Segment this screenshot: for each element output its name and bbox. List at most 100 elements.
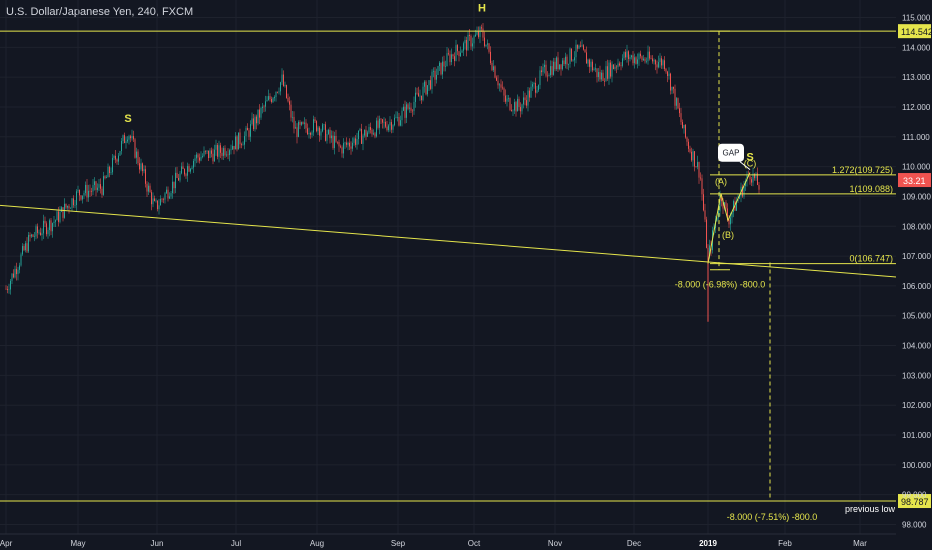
candle-body bbox=[286, 85, 287, 98]
candle-body bbox=[671, 86, 673, 91]
candle-body bbox=[158, 205, 160, 210]
candle-body bbox=[628, 51, 629, 60]
candle-body bbox=[200, 156, 202, 161]
candle-body bbox=[661, 58, 662, 66]
pattern-label: (A) bbox=[715, 177, 727, 187]
candle-body bbox=[634, 57, 635, 64]
candle-body bbox=[233, 145, 235, 150]
candle-body bbox=[56, 211, 58, 221]
candle-body bbox=[250, 124, 251, 137]
candle-body bbox=[605, 66, 607, 82]
y-tick-label: 114.000 bbox=[902, 43, 931, 52]
candle-body bbox=[5, 288, 7, 290]
candle-body bbox=[140, 163, 142, 170]
candle-body bbox=[476, 31, 478, 35]
candle-body bbox=[271, 99, 272, 102]
candle-body bbox=[386, 126, 388, 131]
candle-body bbox=[211, 150, 212, 154]
candle-body bbox=[709, 245, 710, 256]
candle-body bbox=[427, 85, 428, 95]
candle-body bbox=[626, 51, 628, 58]
candle-body bbox=[692, 151, 694, 161]
candle-body bbox=[326, 133, 328, 141]
candle-body bbox=[100, 184, 101, 189]
candle-body bbox=[175, 172, 176, 189]
candle-body bbox=[430, 80, 431, 89]
candle-body bbox=[460, 52, 461, 57]
candle-body bbox=[370, 127, 371, 130]
candle-body bbox=[592, 61, 593, 71]
candle-body bbox=[343, 143, 344, 154]
candle-body bbox=[589, 59, 590, 67]
candle-body bbox=[142, 163, 143, 172]
candle-body bbox=[733, 201, 734, 212]
candle-body bbox=[433, 70, 434, 72]
y-tick-label: 107.000 bbox=[902, 252, 931, 261]
candle-body bbox=[208, 150, 209, 158]
candle-body bbox=[173, 181, 175, 189]
candle-body bbox=[331, 135, 332, 139]
candle-body bbox=[301, 122, 302, 125]
y-tick-label: 113.000 bbox=[902, 73, 931, 82]
grid-lines bbox=[0, 0, 896, 534]
candle-body bbox=[230, 149, 232, 151]
candle-body bbox=[472, 43, 473, 47]
candle-body bbox=[673, 86, 674, 89]
candle-body bbox=[323, 124, 325, 125]
candle-body bbox=[253, 118, 254, 130]
candle-body bbox=[101, 188, 103, 195]
candle-body bbox=[308, 133, 310, 135]
candle-body bbox=[523, 97, 524, 105]
candle-body bbox=[97, 187, 98, 190]
candle-body bbox=[554, 61, 556, 70]
candle-body bbox=[287, 97, 289, 102]
candle-body bbox=[604, 80, 605, 82]
candle-body bbox=[199, 157, 200, 161]
candle-body bbox=[578, 45, 580, 49]
candle-body bbox=[538, 85, 539, 91]
candle-body bbox=[340, 146, 341, 148]
candle-body bbox=[415, 92, 416, 102]
candle-body bbox=[166, 189, 167, 194]
candle-body bbox=[448, 53, 449, 55]
candle-body bbox=[14, 268, 16, 278]
candle-body bbox=[716, 217, 718, 221]
candle-body bbox=[119, 151, 121, 156]
x-tick-label: Oct bbox=[468, 539, 481, 548]
candle-body bbox=[92, 185, 94, 192]
candle-body bbox=[281, 74, 283, 83]
candle-body bbox=[557, 57, 559, 70]
candle-body bbox=[163, 199, 164, 200]
candle-body bbox=[446, 53, 448, 67]
candle-body bbox=[727, 208, 728, 221]
candle-body bbox=[115, 155, 116, 160]
candle-body bbox=[295, 127, 296, 129]
candle-body bbox=[440, 62, 442, 75]
candle-body bbox=[79, 189, 80, 196]
candle-body bbox=[328, 129, 329, 134]
candle-body bbox=[133, 135, 134, 140]
candle-body bbox=[421, 95, 422, 101]
candle-body bbox=[553, 61, 554, 75]
candle-body bbox=[397, 117, 398, 118]
candle-body bbox=[595, 68, 596, 70]
candle-body bbox=[125, 141, 127, 143]
candle-body bbox=[560, 64, 562, 70]
candle-body bbox=[575, 44, 577, 58]
candle-body bbox=[332, 135, 334, 149]
y-tick-label: 105.000 bbox=[902, 312, 931, 321]
candle-body bbox=[601, 72, 602, 80]
candle-body bbox=[533, 82, 535, 85]
candle-body bbox=[424, 81, 425, 87]
y-tick-label: 111.000 bbox=[902, 133, 930, 142]
candle-body bbox=[346, 142, 347, 145]
candle-body bbox=[637, 59, 638, 64]
candle-body bbox=[98, 184, 100, 188]
candle-body bbox=[664, 60, 665, 69]
candle-body bbox=[151, 192, 152, 205]
candle-body bbox=[304, 122, 305, 124]
candle-body bbox=[277, 91, 278, 93]
candle-body bbox=[46, 223, 47, 235]
candle-body bbox=[167, 189, 169, 199]
